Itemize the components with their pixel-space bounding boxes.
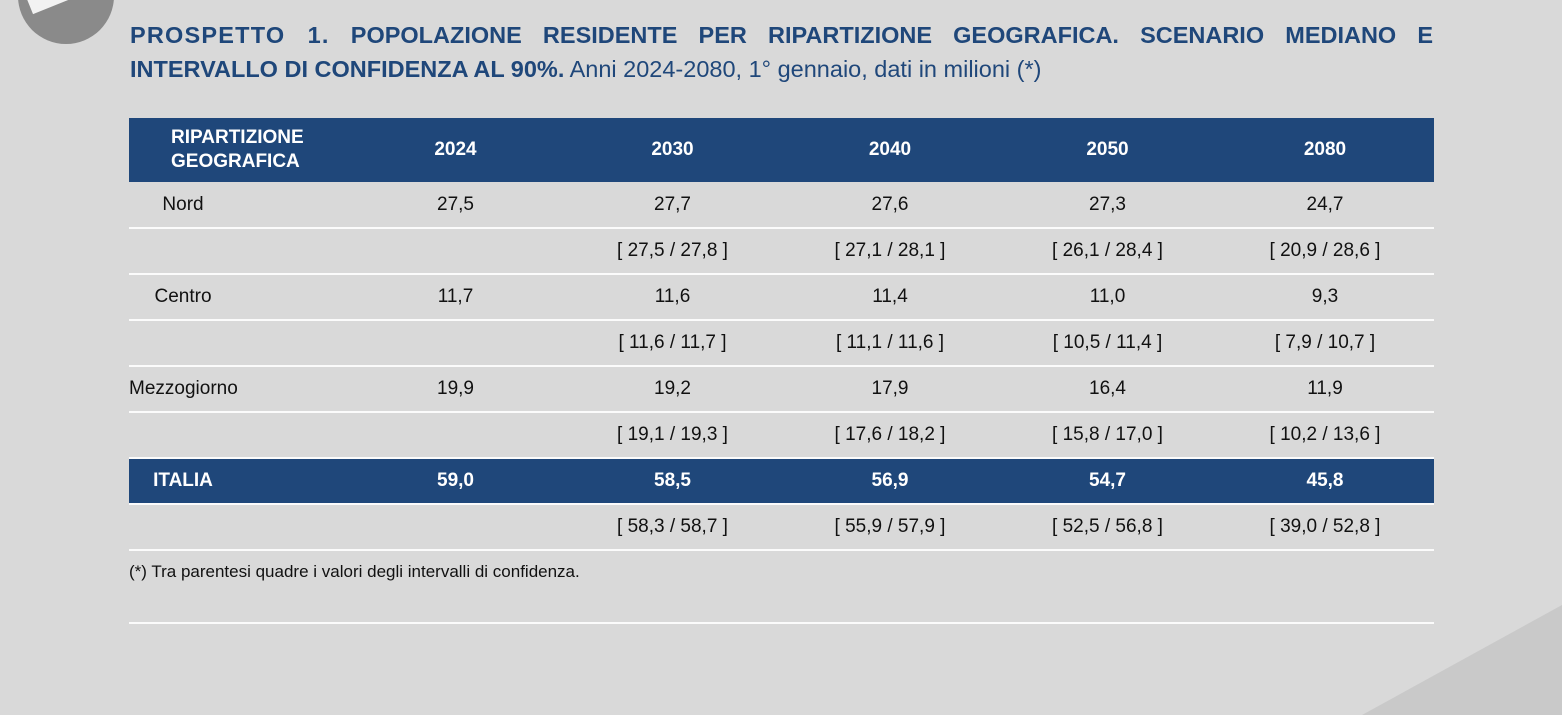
ci-cell [129, 320, 347, 367]
value-cell: 9,3 [1216, 274, 1434, 321]
ci-row: [ 27,5 / 27,8 ] [ 27,1 / 28,1 ] [ 26,1 /… [129, 228, 1434, 275]
total-value-cell: 59,0 [347, 458, 564, 505]
ci-cell: [ 27,5 / 27,8 ] [564, 228, 781, 275]
value-cell: 19,9 [347, 366, 564, 413]
ci-cell [129, 412, 347, 459]
header-region: RIPARTIZIONE GEOGRAFICA [129, 118, 347, 182]
ci-row: [ 19,1 / 19,3 ] [ 17,6 / 18,2 ] [ 15,8 /… [129, 412, 1434, 459]
value-cell: 11,9 [1216, 366, 1434, 413]
ci-cell: [ 10,5 / 11,4 ] [999, 320, 1216, 367]
title-subtitle: Anni 2024-2080, 1° gennaio, dati in mili… [569, 56, 1042, 82]
table-header: RIPARTIZIONE GEOGRAFICA 2024 2030 2040 2… [129, 118, 1434, 182]
ci-cell: [ 20,9 / 28,6 ] [1216, 228, 1434, 275]
ci-cell: [ 58,3 / 58,7 ] [564, 504, 781, 551]
ci-cell [347, 320, 564, 367]
table-row: Nord 27,5 27,7 27,6 27,3 24,7 [129, 182, 1434, 229]
value-cell: 27,7 [564, 182, 781, 229]
value-cell: 27,5 [347, 182, 564, 229]
value-cell: 11,7 [347, 274, 564, 321]
value-cell: 17,9 [781, 366, 999, 413]
value-cell: 11,4 [781, 274, 999, 321]
region-cell: Nord [129, 182, 347, 229]
divider [129, 622, 1434, 624]
table-body: Nord 27,5 27,7 27,6 27,3 24,7 [ 27,5 / 2… [129, 182, 1434, 551]
title-prefix: PROSPETTO 1. [130, 22, 330, 48]
region-cell: Mezzogiorno [129, 366, 347, 413]
ci-cell: [ 10,2 / 13,6 ] [1216, 412, 1434, 459]
ci-row: [ 58,3 / 58,7 ] [ 55,9 / 57,9 ] [ 52,5 /… [129, 504, 1434, 551]
corner-decoration [18, 0, 114, 44]
total-value-cell: 56,9 [781, 458, 999, 505]
ci-cell: [ 39,0 / 52,8 ] [1216, 504, 1434, 551]
total-value-cell: 45,8 [1216, 458, 1434, 505]
value-cell: 27,3 [999, 182, 1216, 229]
ci-cell: [ 17,6 / 18,2 ] [781, 412, 999, 459]
header-region-line1: RIPARTIZIONE [171, 127, 304, 148]
ci-cell: [ 15,8 / 17,0 ] [999, 412, 1216, 459]
ci-cell: [ 11,1 / 11,6 ] [781, 320, 999, 367]
ci-cell: [ 26,1 / 28,4 ] [999, 228, 1216, 275]
header-year: 2050 [1086, 139, 1129, 160]
ci-cell: [ 19,1 / 19,3 ] [564, 412, 781, 459]
region-cell: Centro [129, 274, 347, 321]
value-cell: 19,2 [564, 366, 781, 413]
ci-cell [129, 228, 347, 275]
ci-cell: [ 55,9 / 57,9 ] [781, 504, 999, 551]
ci-cell: [ 11,6 / 11,7 ] [564, 320, 781, 367]
header-region-line2: GEOGRAFICA [171, 151, 300, 172]
ci-cell [347, 504, 564, 551]
value-cell: 11,0 [999, 274, 1216, 321]
ci-row: [ 11,6 / 11,7 ] [ 11,1 / 11,6 ] [ 10,5 /… [129, 320, 1434, 367]
ci-cell [129, 504, 347, 551]
ci-cell: [ 52,5 / 56,8 ] [999, 504, 1216, 551]
total-value-cell: 58,5 [564, 458, 781, 505]
value-cell: 24,7 [1216, 182, 1434, 229]
page-title: PROSPETTO 1. POPOLAZIONE RESIDENTE PER R… [130, 18, 1433, 86]
ci-cell [347, 412, 564, 459]
value-cell: 27,6 [781, 182, 999, 229]
table-row: Centro 11,7 11,6 11,4 11,0 9,3 [129, 274, 1434, 321]
total-region-cell: ITALIA [129, 458, 347, 505]
header-row: RIPARTIZIONE GEOGRAFICA 2024 2030 2040 2… [129, 118, 1434, 182]
ci-cell: [ 7,9 / 10,7 ] [1216, 320, 1434, 367]
total-value-cell: 54,7 [999, 458, 1216, 505]
table-row: Mezzogiorno 19,9 19,2 17,9 16,4 11,9 [129, 366, 1434, 413]
population-table: RIPARTIZIONE GEOGRAFICA 2024 2030 2040 2… [129, 118, 1434, 551]
header-year: 2024 [434, 139, 477, 160]
title-main: POPOLAZIONE RESIDENTE PER RIPARTIZIONE G… [130, 22, 1434, 82]
header-year: 2040 [868, 139, 912, 160]
value-cell: 16,4 [999, 366, 1216, 413]
ci-cell: [ 27,1 / 28,1 ] [781, 228, 999, 275]
value-cell: 11,6 [564, 274, 781, 321]
header-year: 2080 [1303, 139, 1347, 160]
ci-cell [347, 228, 564, 275]
total-row: ITALIA 59,0 58,5 56,9 54,7 45,8 [129, 458, 1434, 505]
footnote: (*) Tra parentesi quadre i valori degli … [129, 562, 580, 581]
header-year: 2030 [651, 139, 694, 160]
